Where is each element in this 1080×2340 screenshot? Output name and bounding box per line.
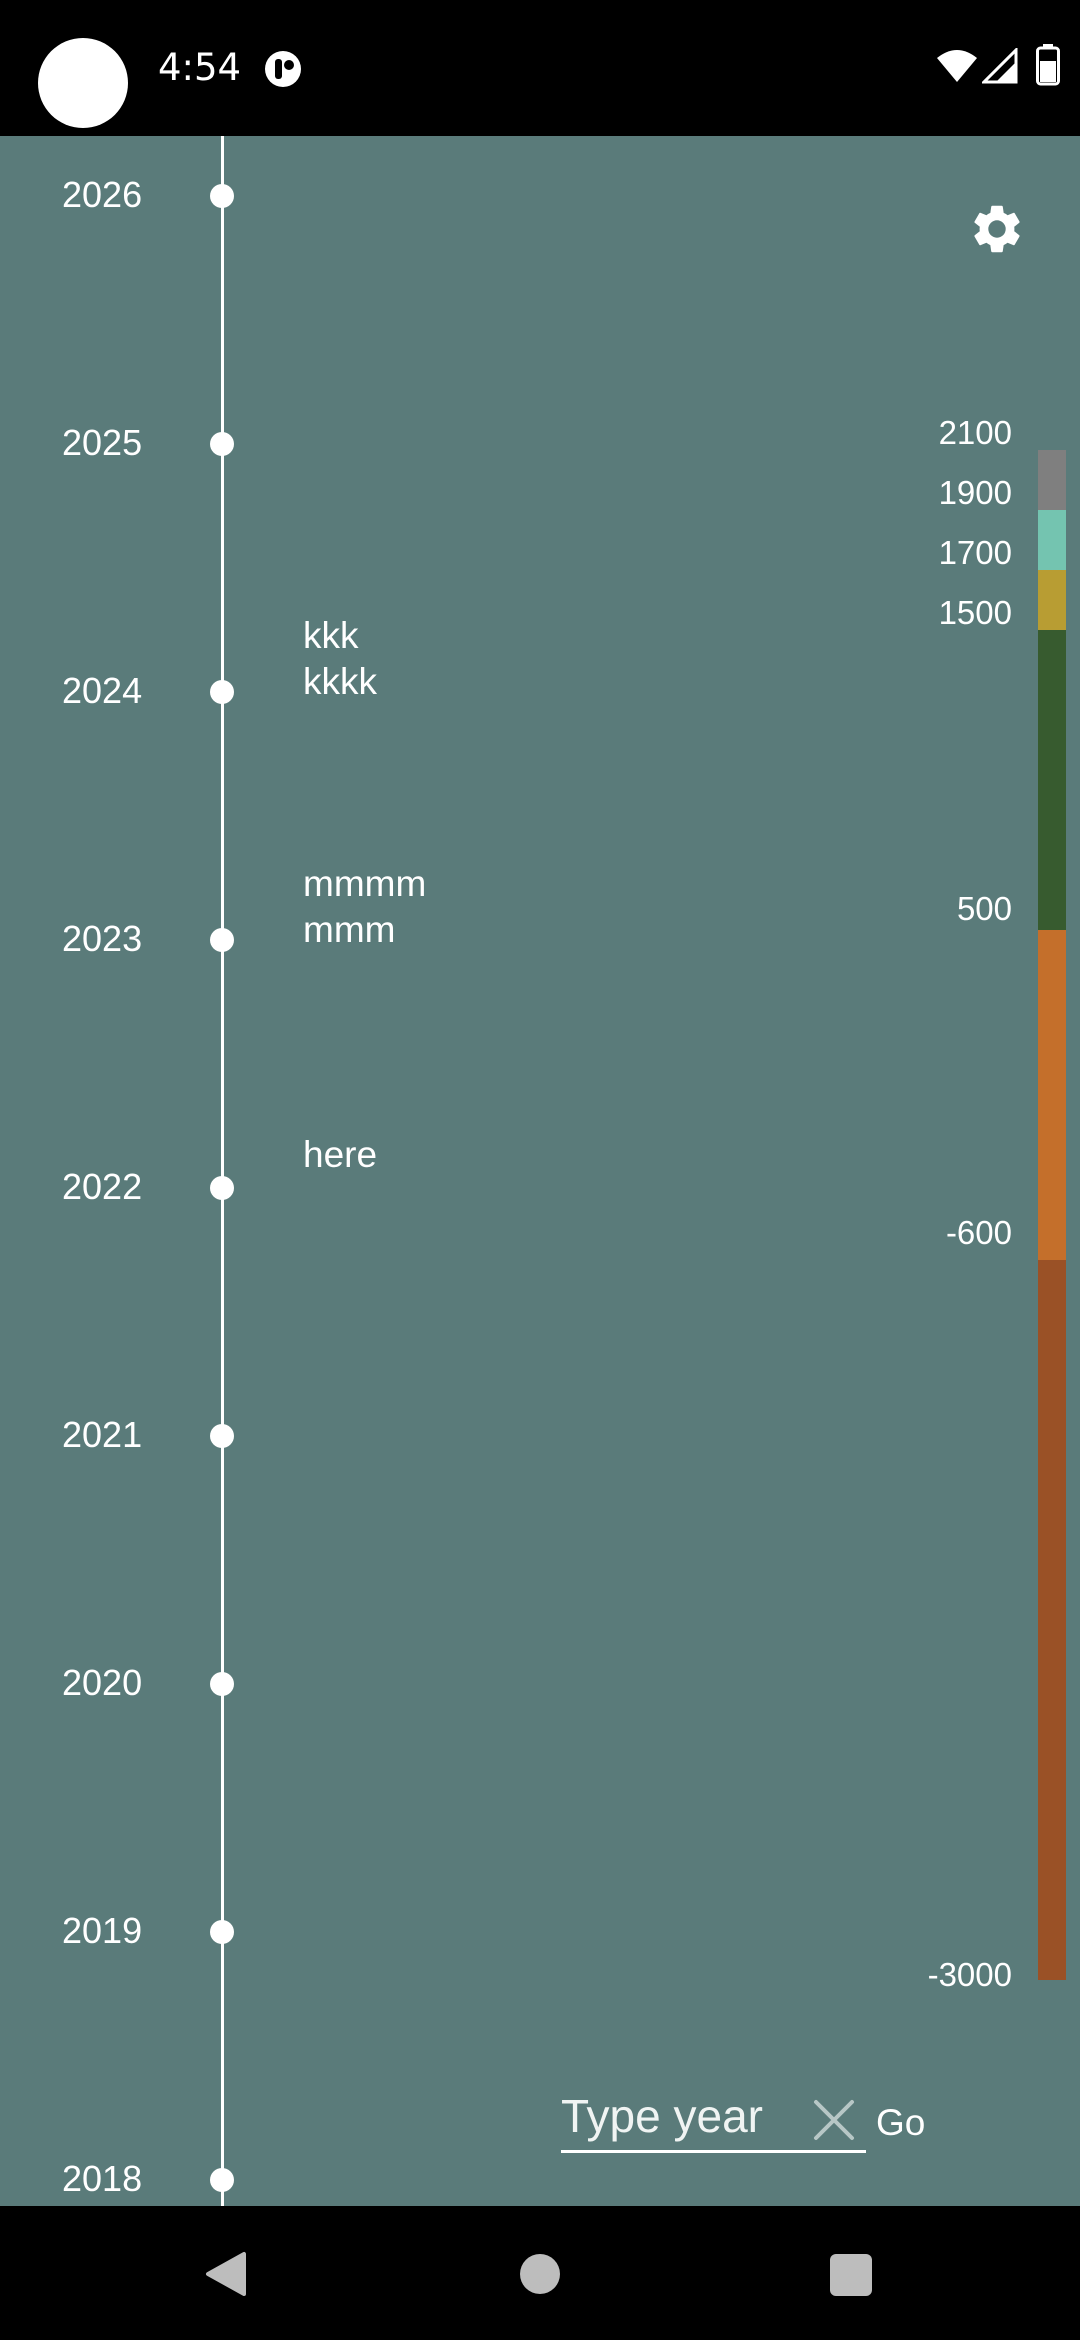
era-segment[interactable] xyxy=(1038,450,1066,510)
notification-icon xyxy=(265,51,301,87)
event-item[interactable]: here xyxy=(303,1134,378,1175)
era-segment[interactable] xyxy=(1038,570,1066,630)
timeline-dot[interactable] xyxy=(210,928,234,952)
timeline-line xyxy=(221,136,224,2206)
year-label: 2025 xyxy=(62,422,143,463)
event-list: kkk kkkk xyxy=(303,613,377,705)
timeline-dot[interactable] xyxy=(210,1176,234,1200)
era-scale-label: 1500 xyxy=(938,594,1012,631)
navigation-bar xyxy=(0,2206,1080,2340)
battery-icon xyxy=(1036,44,1060,86)
timeline-dot[interactable] xyxy=(210,680,234,704)
timeline-view[interactable]: 2026 2025 2024 kkk kkkk 2023 mmmm mmm 2022 here 20… xyxy=(0,136,1080,2206)
era-scale-label: -3000 xyxy=(927,1956,1012,1993)
event-list: mmmm mmm xyxy=(303,861,426,953)
year-label: 2022 xyxy=(62,1166,143,1207)
era-segment[interactable] xyxy=(1038,930,1066,1260)
timeline-dot[interactable] xyxy=(210,1424,234,1448)
era-segment[interactable] xyxy=(1038,630,1066,930)
year-label: 2021 xyxy=(62,1414,143,1455)
year-label: 2020 xyxy=(62,1662,143,1703)
timeline-dot[interactable] xyxy=(210,2168,234,2192)
close-icon[interactable] xyxy=(812,2098,856,2142)
year-input[interactable] xyxy=(561,2086,866,2153)
camera-cutout xyxy=(38,38,128,128)
recents-icon[interactable] xyxy=(830,2254,872,2296)
timeline-dot[interactable] xyxy=(210,184,234,208)
era-scale-label: 1900 xyxy=(938,474,1012,511)
year-label: 2023 xyxy=(62,918,143,959)
year-label: 2026 xyxy=(62,174,143,215)
timeline-dot[interactable] xyxy=(210,1672,234,1696)
event-item[interactable]: mmm xyxy=(303,909,396,950)
year-label: 2018 xyxy=(62,2158,143,2199)
status-bar: 4:54 xyxy=(0,0,1080,136)
event-item[interactable]: kkk xyxy=(303,615,359,656)
event-list: here xyxy=(303,1132,377,1178)
timeline-dot[interactable] xyxy=(210,1920,234,1944)
timeline-dot[interactable] xyxy=(210,432,234,456)
era-segment[interactable] xyxy=(1038,1260,1066,1980)
era-scale-label: 2100 xyxy=(938,414,1012,451)
wifi-icon xyxy=(937,50,977,82)
signal-icon xyxy=(982,48,1018,84)
home-icon[interactable] xyxy=(520,2254,560,2294)
era-scale-label: 1700 xyxy=(938,534,1012,571)
event-item[interactable]: kkkk xyxy=(303,661,377,702)
year-label: 2024 xyxy=(62,670,143,711)
era-scale-label: -600 xyxy=(945,1214,1012,1251)
status-time: 4:54 xyxy=(158,46,242,89)
back-icon[interactable] xyxy=(204,2250,248,2298)
event-item[interactable]: mmmm xyxy=(303,863,427,904)
gear-icon[interactable] xyxy=(968,200,1026,258)
go-button[interactable]: Go xyxy=(876,2102,926,2143)
era-scale-label: 500 xyxy=(956,890,1012,927)
year-label: 2019 xyxy=(62,1910,143,1951)
era-segment[interactable] xyxy=(1038,510,1066,570)
